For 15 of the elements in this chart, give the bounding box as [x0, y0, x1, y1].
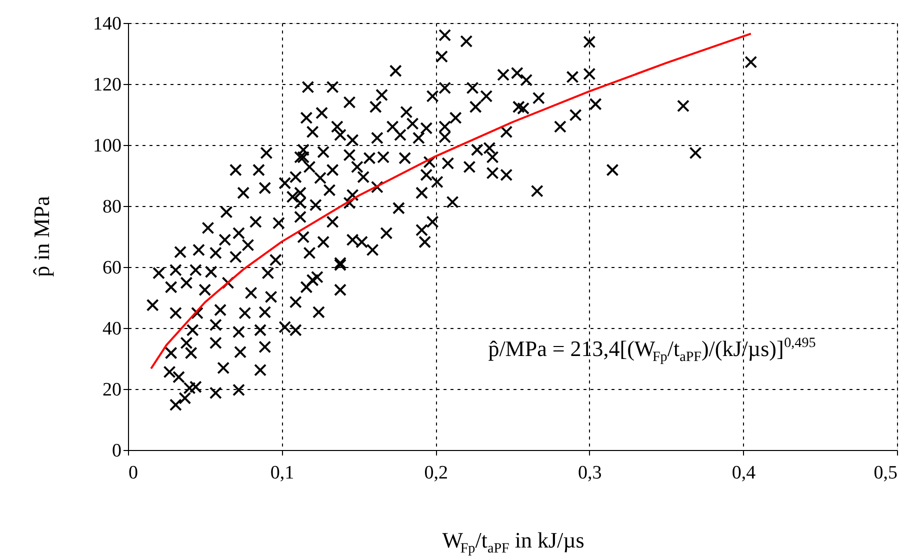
y-axis-title: p̂ in MPa — [29, 196, 54, 277]
x-tick-label: 0 — [128, 462, 138, 484]
y-tick-label: 20 — [102, 380, 122, 400]
x-tick-label: 0,5 — [874, 462, 898, 484]
y-tick-label: 120 — [93, 74, 122, 96]
x-tick-label: 0,3 — [578, 462, 602, 484]
x-tick-label: 0,2 — [424, 462, 448, 484]
y-tick-label: 60 — [102, 258, 122, 278]
x-tick-label: 0,1 — [270, 462, 294, 484]
y-tick-label: 80 — [102, 196, 122, 218]
y-tick-label: 140 — [93, 14, 122, 34]
y-tick-label: 0 — [112, 440, 122, 462]
y-tick-label: 100 — [93, 136, 122, 156]
x-tick-label: 0,4 — [732, 462, 756, 484]
y-tick-label: 40 — [102, 318, 122, 340]
